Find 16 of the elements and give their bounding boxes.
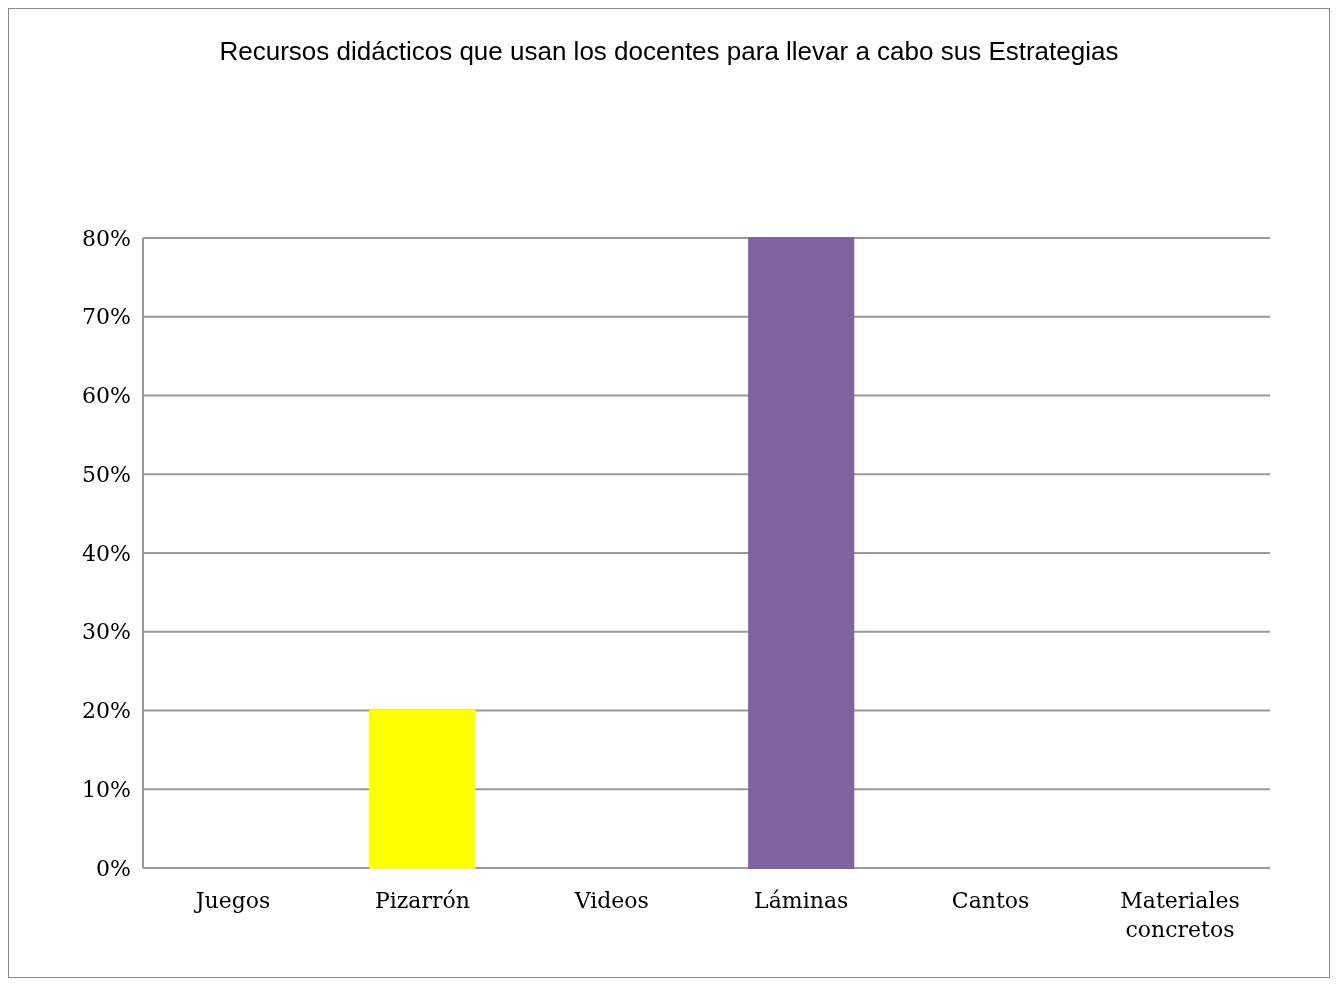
x-tick-label: Materiales concretos — [1120, 888, 1240, 942]
y-tick-label: 40% — [82, 540, 131, 566]
x-tick-label: Láminas — [754, 888, 849, 913]
y-tick-label: 60% — [82, 383, 131, 409]
y-tick-label: 0% — [96, 855, 131, 881]
x-tick-label: Juegos — [193, 888, 271, 913]
chart-title: Recursos didácticos que usan los docentes para llevar a cabo sus Estrategias — [219, 36, 1119, 66]
y-tick-label: 20% — [82, 698, 131, 724]
y-tick-label: 80% — [82, 225, 131, 251]
y-tick-label: 70% — [82, 304, 131, 330]
x-tick-label: Pizarrón — [374, 888, 470, 913]
x-tick-label: Videos — [573, 888, 649, 913]
y-tick-label: 10% — [82, 776, 131, 802]
y-tick-label: 50% — [82, 461, 131, 487]
y-tick-label: 30% — [82, 619, 131, 645]
x-tick-label: Cantos — [951, 888, 1030, 913]
